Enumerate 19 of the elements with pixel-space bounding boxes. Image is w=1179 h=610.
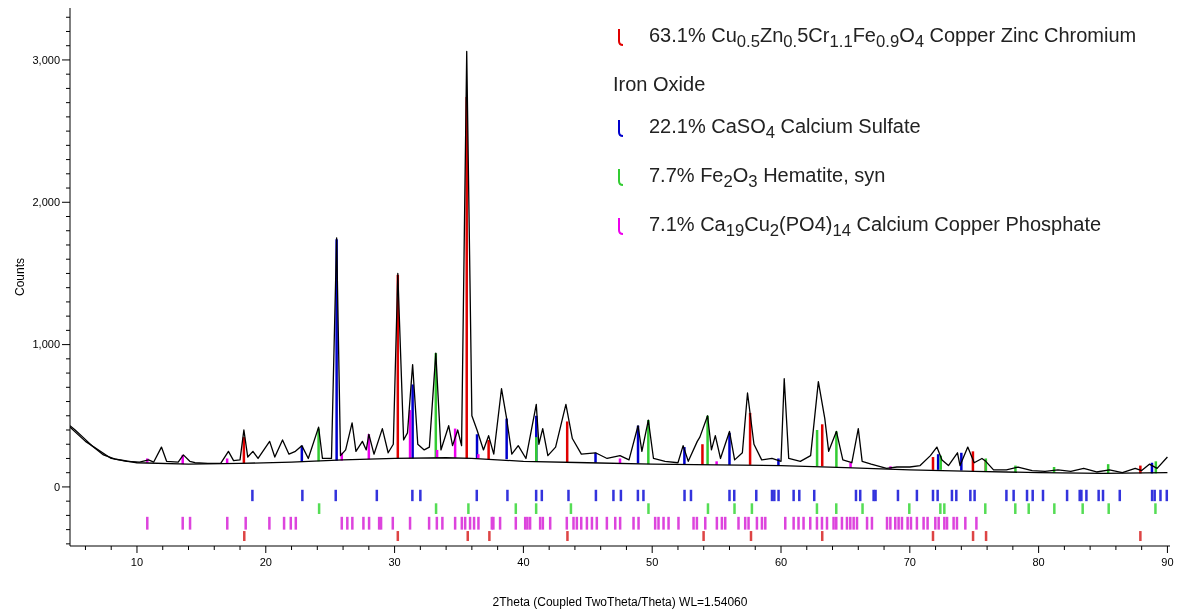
legend-label: 7.7% Fe$_{2}$O$_{3}$ Hematite, syn [649, 164, 886, 191]
y-tick-label: 3,000 [32, 53, 60, 66]
y-tick-label: 2,000 [32, 196, 60, 209]
x-tick-label: 60 [774, 556, 788, 568]
x-tick-label: 90 [1161, 556, 1174, 568]
x-tick-label: 30 [388, 556, 401, 568]
legend-label: 22.1% CaSO$_{4}$ Calcium Sulfate [649, 115, 921, 142]
x-tick-label: 10 [130, 556, 144, 568]
y-axis-title: Counts [13, 257, 27, 297]
y-tick-label: 0 [53, 480, 60, 493]
text: 63.1% Cu$_{0.5}$Zn$_{0.}$5Cr$_{1.1}$Fe$_{0.9}$O$_{4}$ Copper Zinc Chromium Iron Oxide [613, 24, 1137, 95]
x-tick-label: 70 [903, 556, 916, 568]
x-tick-label: 50 [646, 556, 659, 568]
x-tick-label: 40 [517, 556, 530, 568]
legend-label: 7.1% Ca$_{19}$Cu$_{2}$(PO4)$_{14}$ Calcium Copper Phosphate [649, 213, 1102, 240]
y-tick-label: 1,000 [32, 338, 60, 351]
x-axis-title: 2Theta (Coupled TwoTheta/Theta) WL=1.54060 [492, 595, 748, 609]
x-tick-label: 20 [259, 556, 272, 568]
x-tick-label: 80 [1032, 556, 1045, 568]
